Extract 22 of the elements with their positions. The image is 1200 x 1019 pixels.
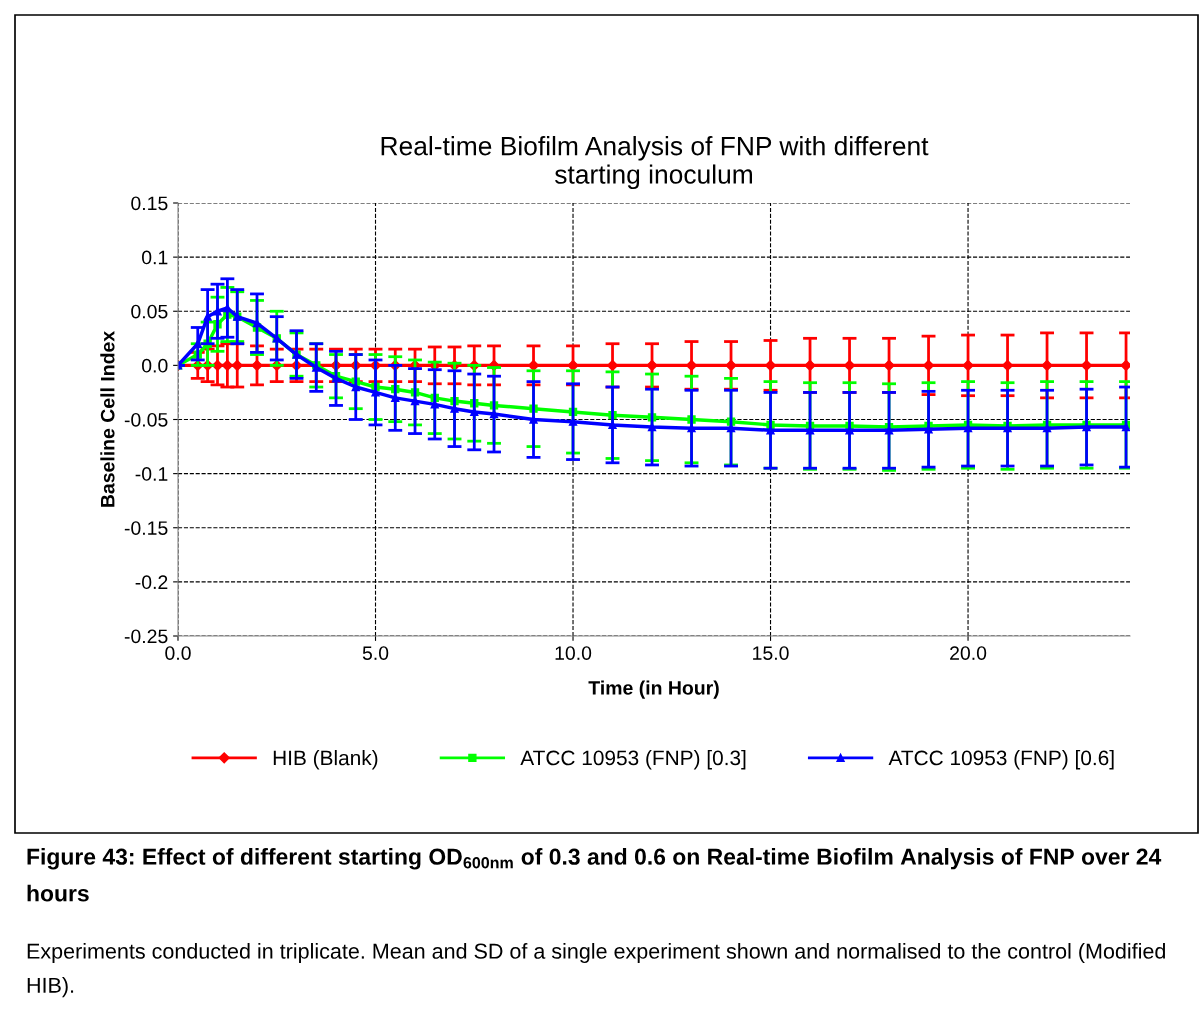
y-tick-label: -0.2 xyxy=(135,575,168,590)
y-tick-label: 0.15 xyxy=(131,196,168,211)
y-tick-label: 0.05 xyxy=(131,304,168,319)
y-tick-label: -0.15 xyxy=(124,521,168,535)
x-tick-label: 10.0 xyxy=(555,646,592,660)
text: Figure 43: Effect of different starting OD$_{600nm}$ of 0.3 and 0.6 on Real-time Biofilm Analysis of FNP over 24 hours xyxy=(27,848,1162,902)
x-tick-label: 5.0 xyxy=(362,646,389,660)
x-tick-label: 15.0 xyxy=(753,646,789,660)
y-tick-label: -0.25 xyxy=(124,629,168,644)
legend-label: ATCC 10953 (FNP) [0.6] xyxy=(888,750,1114,770)
legend-label: ATCC 10953 (FNP) [0.3] xyxy=(520,750,746,770)
y-tick-label: -0.1 xyxy=(135,467,168,481)
x-axis-title: Time (in Hour) xyxy=(588,680,719,699)
x-tick-label: 20.0 xyxy=(950,646,987,660)
legend-label: HIB (Blank) xyxy=(273,750,378,770)
y-tick-label: 0.1 xyxy=(142,250,168,265)
x-tick-label: 0.0 xyxy=(165,646,191,660)
text: Experiments conducted in triplicate. Mean and SD of a single experiment shown and normalised to the control (Modified HIB). xyxy=(27,943,1165,998)
y-axis-title: Baseline Cell Index xyxy=(100,331,115,507)
y-tick-label: -0.05 xyxy=(124,412,168,427)
y-tick-label: 0.0 xyxy=(142,358,168,373)
chart-title: Real-time Biofilm Analysis of FNP with different starting inoculum xyxy=(381,136,929,190)
